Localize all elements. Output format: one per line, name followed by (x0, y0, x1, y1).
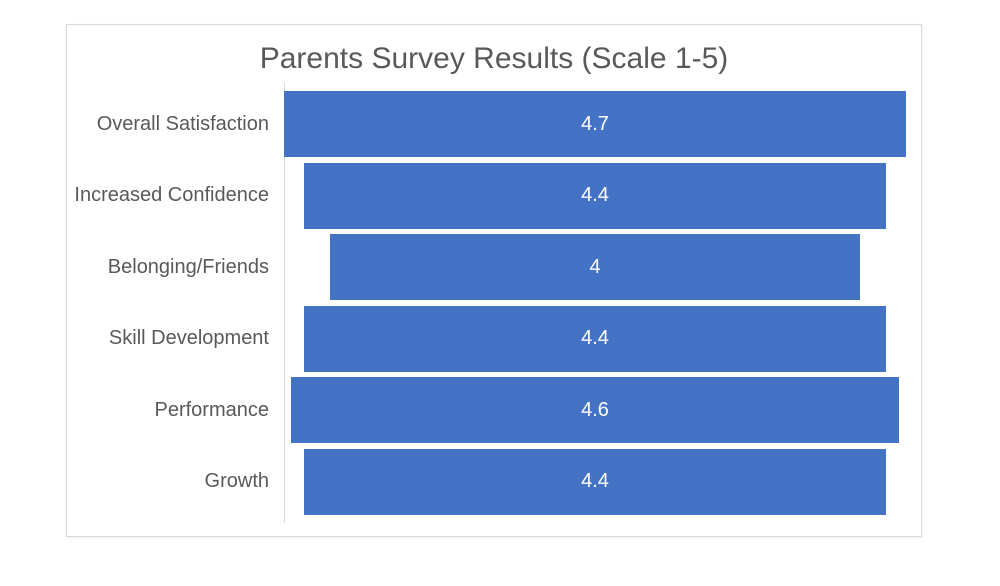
data-label: 4.4 (581, 184, 609, 207)
plot-area: Overall Satisfaction 4.7 Increased Confide… (67, 91, 906, 515)
category-label: Increased Confidence (74, 184, 269, 207)
data-label: 4.4 (581, 327, 609, 350)
bar-row: Increased Confidence 4.4 (67, 162, 906, 229)
bar-track: 4.7 (284, 91, 906, 157)
data-label: 4.6 (581, 398, 609, 421)
vertical-axis-line (284, 83, 285, 523)
chart-container: Parents Survey Results (Scale 1-5) Overa… (66, 24, 922, 537)
bar-row: Overall Satisfaction 4.7 (67, 91, 906, 157)
bar: 4.4 (303, 448, 887, 515)
bar-row: Skill Development 4.4 (67, 305, 906, 372)
bar-row: Performance 4.6 (67, 377, 906, 444)
bar-track: 4.4 (284, 448, 906, 515)
bar-row: Belonging/Friends 4 (67, 234, 906, 301)
data-label: 4.7 (581, 112, 609, 135)
chart-title: Parents Survey Results (Scale 1-5) (259, 42, 729, 75)
bar-track: 4.6 (284, 377, 906, 444)
bar-track: 4.4 (284, 162, 906, 229)
category-label: Belonging/Friends (107, 255, 269, 278)
bar: 4 (330, 234, 860, 301)
category-label: Performance (154, 398, 270, 421)
category-label: Growth (204, 470, 269, 493)
bar-track: 4 (284, 234, 906, 301)
data-label: 4 (589, 255, 601, 278)
bar-track: 4.4 (284, 305, 906, 372)
bar: 4.7 (284, 91, 906, 157)
data-label: 4.4 (581, 470, 609, 493)
category-label: Overall Satisfaction (96, 112, 269, 135)
bar-row: Growth 4.4 (67, 448, 906, 515)
bar: 4.4 (303, 162, 887, 229)
bar: 4.4 (303, 305, 887, 372)
category-label: Skill Development (108, 327, 269, 350)
bar: 4.6 (290, 377, 900, 444)
